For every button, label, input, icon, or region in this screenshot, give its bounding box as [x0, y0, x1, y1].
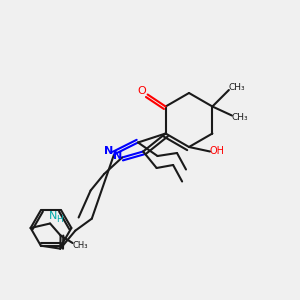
Text: N: N [104, 146, 113, 157]
Text: CH₃: CH₃ [231, 112, 248, 122]
Text: N: N [113, 151, 122, 161]
Text: OH: OH [210, 146, 225, 157]
Text: O: O [138, 86, 147, 97]
Text: H: H [56, 214, 62, 224]
Text: N: N [49, 211, 57, 221]
Text: CH₃: CH₃ [72, 241, 88, 250]
Text: CH₃: CH₃ [228, 83, 245, 92]
